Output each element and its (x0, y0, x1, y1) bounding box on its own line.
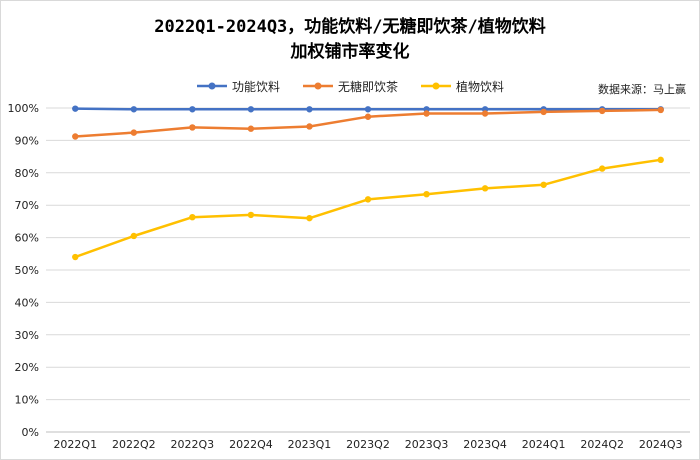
data-point (72, 133, 79, 140)
x-tick-label: 2024Q1 (522, 438, 566, 451)
y-tick-label: 20% (15, 361, 39, 374)
x-tick-label: 2023Q3 (405, 438, 449, 451)
data-point (72, 105, 79, 112)
y-tick-label: 100% (8, 102, 39, 115)
data-point (540, 108, 547, 116)
data-point (481, 110, 489, 117)
legend-swatch-1 (302, 82, 333, 90)
legend-item-2: 植物饮料 (420, 76, 504, 96)
gridlines (46, 107, 690, 433)
data-point (189, 213, 196, 221)
y-tick-label: 80% (15, 167, 39, 180)
y-tick-label: 50% (15, 264, 39, 277)
data-point (657, 156, 664, 164)
y-tick-label: 30% (15, 329, 39, 342)
y-tick-label: 60% (15, 232, 39, 245)
y-tick-label: 10% (15, 394, 39, 407)
y-tick-label: 70% (15, 199, 39, 212)
legend-label-1: 无糖即饮茶 (337, 79, 398, 94)
x-tick-label: 2022Q2 (112, 438, 156, 451)
data-point (540, 181, 547, 188)
legend-label-0: 功能饮料 (231, 79, 280, 94)
y-tick-label: 0% (22, 426, 39, 439)
x-tick-label: 2022Q3 (171, 438, 215, 451)
series-lines (74, 107, 661, 259)
series-points (72, 105, 664, 261)
legend-item-0: 功能饮料 (196, 76, 280, 96)
series-line-2 (74, 158, 661, 259)
x-tick-label: 2022Q4 (229, 438, 273, 451)
legend-swatch-2 (421, 82, 451, 90)
x-tick-label: 2024Q3 (639, 438, 683, 451)
data-point (247, 125, 255, 132)
data-point (189, 124, 196, 131)
data-source: 数据来源：马上赢 (598, 83, 686, 96)
data-point (130, 106, 138, 113)
legend-swatch-0 (196, 82, 227, 90)
data-point (247, 211, 255, 219)
data-point (598, 165, 606, 172)
legend: 功能饮料 无糖即饮茶 植物饮料 (0, 76, 700, 96)
y-tick-label: 90% (15, 134, 39, 147)
data-point (306, 214, 313, 222)
data-point (598, 107, 606, 115)
data-point (423, 110, 430, 117)
data-point (130, 129, 138, 136)
data-point (364, 113, 372, 120)
data-point (189, 106, 196, 113)
legend-label-2: 植物饮料 (456, 79, 505, 94)
data-point (481, 185, 489, 192)
data-point (247, 106, 255, 113)
chart-subtitle: 加权铺市率变化 (290, 42, 410, 62)
data-point (306, 123, 313, 130)
x-tick-label: 2022Q1 (53, 438, 97, 451)
x-tick-label: 2023Q1 (288, 438, 332, 451)
x-tick-label: 2024Q2 (580, 438, 624, 451)
data-point (364, 106, 372, 113)
data-point (657, 106, 664, 114)
chart-title: 2022Q1-2024Q3，功能饮料/无糖即饮茶/植物饮料 (154, 17, 546, 37)
data-point (423, 190, 430, 198)
y-tick-label: 40% (15, 296, 39, 309)
data-point (130, 232, 138, 240)
x-axis-ticks: 2022Q1 2022Q2 2022Q3 2022Q4 2023Q1 2023Q2 2023… (53, 438, 682, 451)
legend-item-1: 无糖即饮茶 (302, 76, 398, 96)
y-axis-ticks: 0% 10% 20% 30% 40% 50% 60% 70% 80% 90% 100% (8, 102, 39, 439)
data-point (72, 253, 79, 261)
data-point (364, 196, 372, 203)
data-point (306, 106, 313, 113)
x-tick-label: 2023Q4 (463, 438, 507, 451)
x-tick-label: 2023Q2 (346, 438, 390, 451)
